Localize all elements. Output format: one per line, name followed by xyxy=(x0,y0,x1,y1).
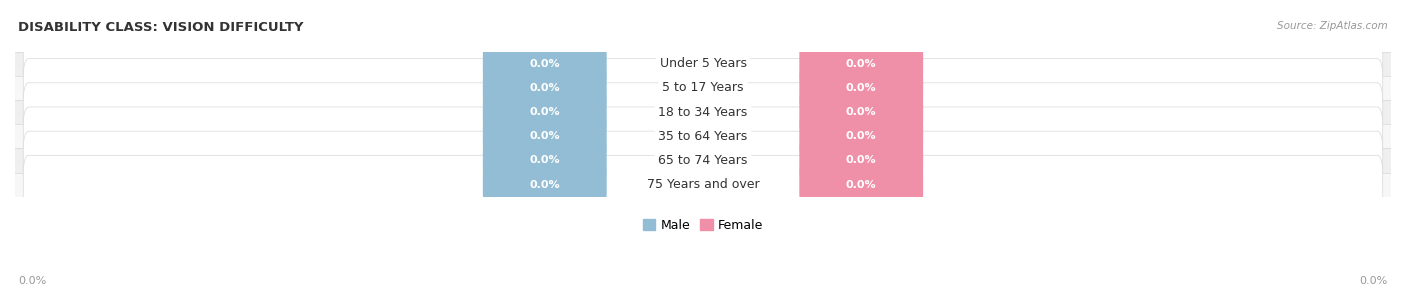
FancyBboxPatch shape xyxy=(24,155,1382,214)
FancyBboxPatch shape xyxy=(800,164,924,205)
FancyBboxPatch shape xyxy=(482,43,606,84)
Text: 0.0%: 0.0% xyxy=(530,131,560,141)
Text: 0.0%: 0.0% xyxy=(846,131,876,141)
Text: 0.0%: 0.0% xyxy=(1360,276,1388,285)
Bar xyxy=(15,148,1391,173)
Text: Under 5 Years: Under 5 Years xyxy=(659,57,747,70)
Text: 0.0%: 0.0% xyxy=(530,156,560,165)
FancyBboxPatch shape xyxy=(800,67,924,108)
Bar xyxy=(15,173,1391,197)
Text: 18 to 34 Years: 18 to 34 Years xyxy=(658,106,748,119)
FancyBboxPatch shape xyxy=(482,92,606,133)
Text: Source: ZipAtlas.com: Source: ZipAtlas.com xyxy=(1277,21,1388,31)
Text: DISABILITY CLASS: VISION DIFFICULTY: DISABILITY CLASS: VISION DIFFICULTY xyxy=(18,21,304,34)
Legend: Male, Female: Male, Female xyxy=(638,214,768,237)
Bar xyxy=(15,52,1391,76)
FancyBboxPatch shape xyxy=(24,107,1382,166)
Text: 35 to 64 Years: 35 to 64 Years xyxy=(658,130,748,143)
Text: 0.0%: 0.0% xyxy=(530,107,560,117)
Text: 0.0%: 0.0% xyxy=(846,107,876,117)
Text: 65 to 74 Years: 65 to 74 Years xyxy=(658,154,748,167)
FancyBboxPatch shape xyxy=(482,116,606,157)
FancyBboxPatch shape xyxy=(482,67,606,108)
Text: 0.0%: 0.0% xyxy=(846,180,876,190)
FancyBboxPatch shape xyxy=(482,164,606,205)
Text: 0.0%: 0.0% xyxy=(846,83,876,93)
FancyBboxPatch shape xyxy=(482,140,606,181)
Text: 0.0%: 0.0% xyxy=(18,276,46,285)
Text: 0.0%: 0.0% xyxy=(530,180,560,190)
FancyBboxPatch shape xyxy=(24,34,1382,93)
FancyBboxPatch shape xyxy=(800,92,924,133)
Bar xyxy=(15,100,1391,124)
Text: 0.0%: 0.0% xyxy=(530,59,560,69)
Text: 0.0%: 0.0% xyxy=(846,59,876,69)
FancyBboxPatch shape xyxy=(800,43,924,84)
FancyBboxPatch shape xyxy=(24,131,1382,190)
Bar xyxy=(15,76,1391,100)
Text: 5 to 17 Years: 5 to 17 Years xyxy=(662,81,744,94)
FancyBboxPatch shape xyxy=(800,116,924,157)
Text: 0.0%: 0.0% xyxy=(846,156,876,165)
FancyBboxPatch shape xyxy=(24,83,1382,141)
FancyBboxPatch shape xyxy=(24,59,1382,117)
Text: 75 Years and over: 75 Years and over xyxy=(647,178,759,191)
Bar xyxy=(15,124,1391,148)
FancyBboxPatch shape xyxy=(800,140,924,181)
Text: 0.0%: 0.0% xyxy=(530,83,560,93)
